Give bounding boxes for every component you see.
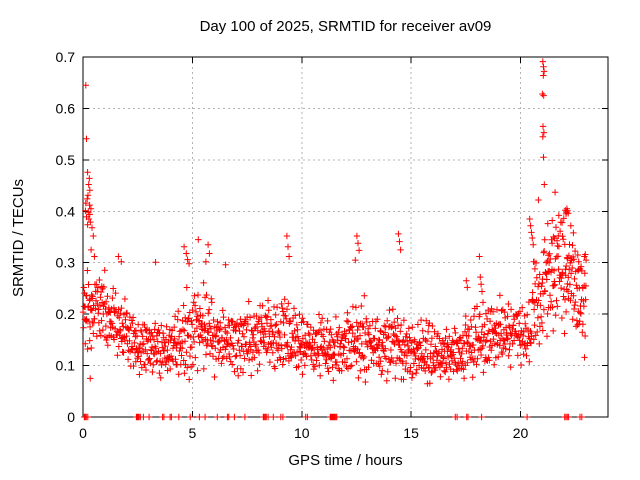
y-tick-label: 0.6: [56, 100, 76, 116]
y-tick-label: 0.2: [56, 306, 76, 322]
y-tick-label: 0: [67, 409, 75, 425]
x-tick-label: 15: [403, 425, 419, 441]
y-tick-label: 0.5: [56, 152, 76, 168]
x-tick-label: 20: [513, 425, 529, 441]
x-axis-label: GPS time / hours: [288, 452, 403, 469]
x-tick-label: 0: [79, 425, 87, 441]
plot-border: [82, 56, 609, 418]
y-tick-labels: 0 0.1 0.2 0.3 0.4 0.5 0.6 0.7: [56, 49, 76, 425]
chart-title: Day 100 of 2025, SRMTID for receiver av0…: [199, 18, 492, 35]
x-tick-labels: 0 5 10 15 20: [79, 425, 528, 441]
x-tick-label: 10: [294, 425, 310, 441]
y-tick-label: 0.3: [56, 255, 76, 271]
y-tick-label: 0.1: [56, 358, 76, 374]
grid-lines: [83, 57, 608, 417]
y-tick-label: 0.7: [56, 49, 76, 65]
scatter-points: [79, 58, 590, 421]
x-tick-label: 5: [189, 425, 197, 441]
y-tick-label: 0.4: [56, 203, 76, 219]
